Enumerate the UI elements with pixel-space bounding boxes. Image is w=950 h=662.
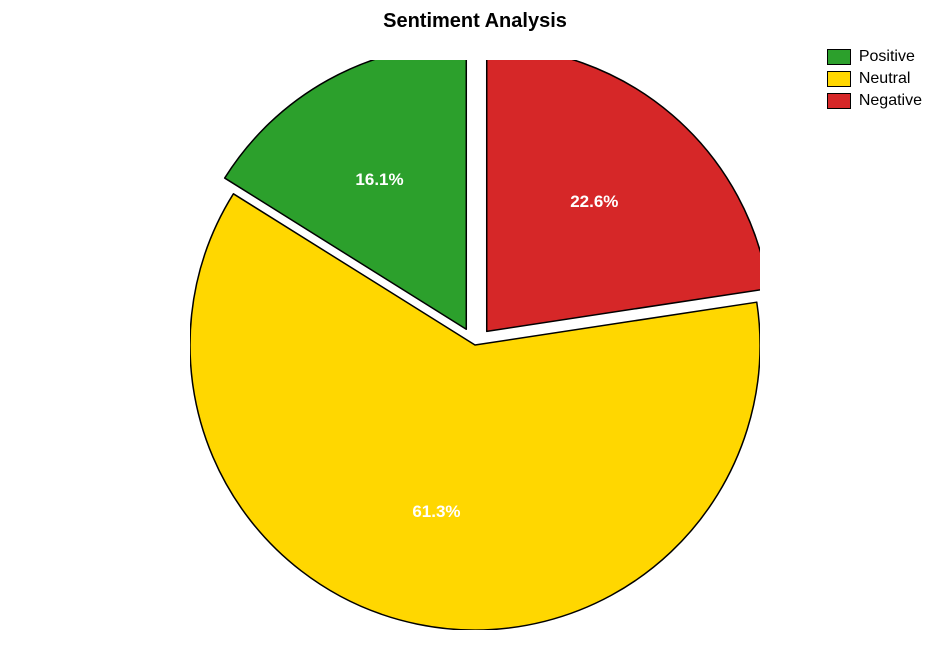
legend-swatch bbox=[827, 71, 851, 87]
legend-label: Neutral bbox=[859, 70, 911, 88]
pie-slice-negative bbox=[487, 60, 760, 331]
pct-label-negative: 22.6% bbox=[570, 192, 618, 212]
legend-item-positive: Positive bbox=[827, 48, 922, 66]
legend-swatch bbox=[827, 93, 851, 109]
pct-label-positive: 16.1% bbox=[355, 170, 403, 190]
legend-item-neutral: Neutral bbox=[827, 70, 922, 88]
chart-title: Sentiment Analysis bbox=[0, 10, 950, 33]
pie-chart-svg bbox=[190, 60, 760, 630]
legend-swatch bbox=[827, 49, 851, 65]
legend-label: Negative bbox=[859, 92, 922, 110]
legend-label: Positive bbox=[859, 48, 915, 66]
chart-legend: Positive Neutral Negative bbox=[827, 48, 922, 114]
legend-item-negative: Negative bbox=[827, 92, 922, 110]
pct-label-neutral: 61.3% bbox=[412, 502, 460, 522]
pie-chart-container: Sentiment Analysis 22.6% 61.3% 16.1% Posit… bbox=[0, 0, 950, 662]
